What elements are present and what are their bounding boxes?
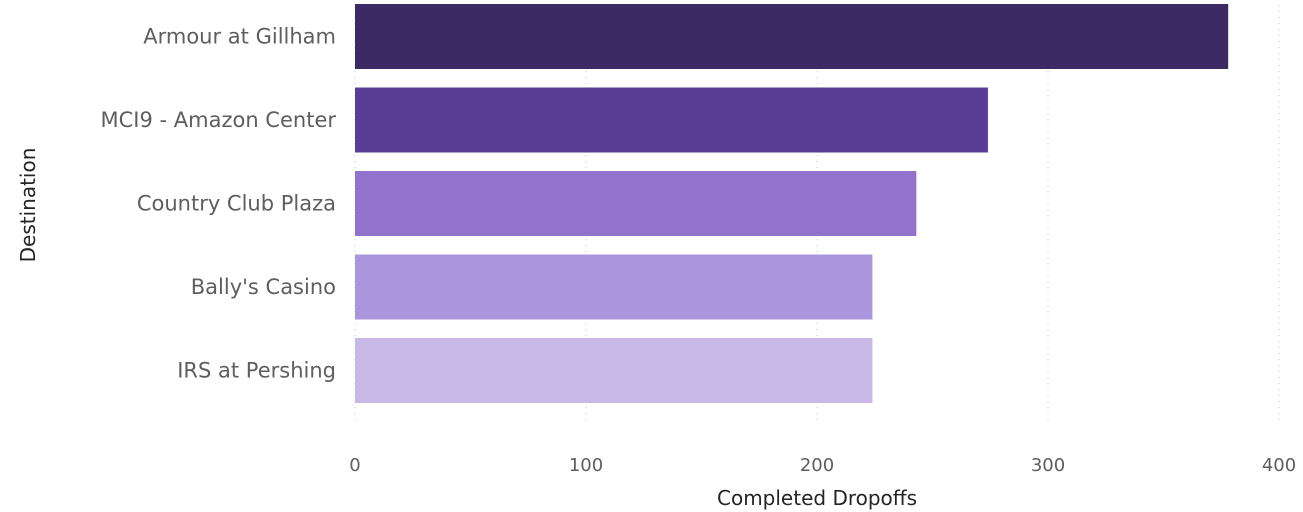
x-tick-label-400: 400 bbox=[1262, 455, 1296, 476]
bar-1[interactable] bbox=[355, 87, 988, 153]
x-tick-label-0: 0 bbox=[349, 455, 360, 476]
category-label-4: IRS at Pershing bbox=[177, 359, 336, 383]
x-axis-title: Completed Dropoffs bbox=[717, 486, 917, 510]
y-axis-title: Destination bbox=[16, 148, 40, 263]
category-label-3: Bally's Casino bbox=[191, 275, 336, 299]
category-label-2: Country Club Plaza bbox=[137, 192, 336, 216]
bar-3[interactable] bbox=[355, 254, 873, 320]
bar-0[interactable] bbox=[355, 4, 1229, 69]
category-labels: Armour at Gillham MCI9 - Amazon Center Cou… bbox=[101, 25, 337, 383]
x-tick-labels: 0 100 200 300 400 bbox=[349, 455, 1296, 476]
bar-4[interactable] bbox=[355, 338, 873, 403]
category-label-1: MCI9 - Amazon Center bbox=[101, 108, 337, 132]
bar-2[interactable] bbox=[355, 171, 917, 236]
x-tick-label-100: 100 bbox=[569, 455, 603, 476]
bars bbox=[355, 4, 1229, 403]
x-tick-label-200: 200 bbox=[800, 455, 834, 476]
x-tick-label-300: 300 bbox=[1031, 455, 1065, 476]
category-label-0: Armour at Gillham bbox=[143, 25, 336, 49]
